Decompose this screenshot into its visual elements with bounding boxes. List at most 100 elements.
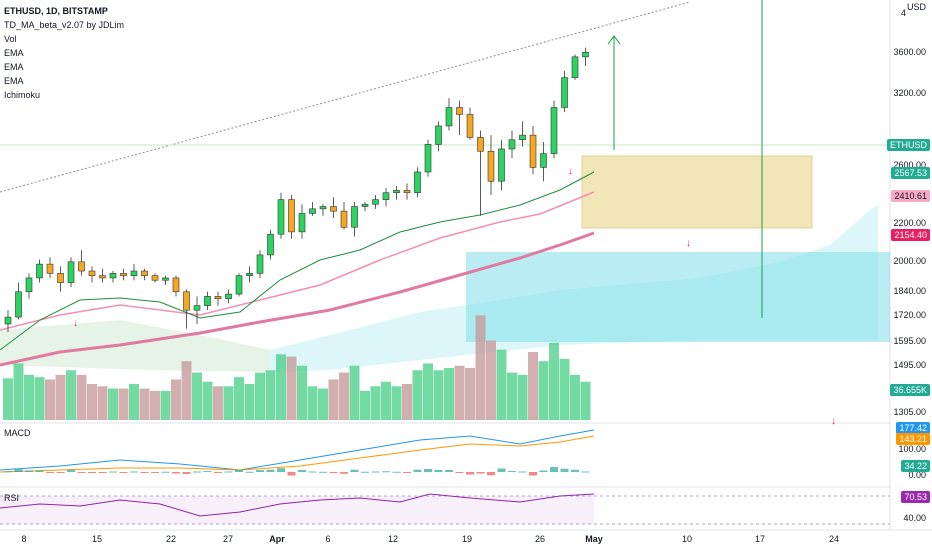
macd-hist-bar: [497, 468, 506, 472]
macd-hist-bar: [445, 470, 453, 472]
macd-hist-bar: [151, 472, 159, 473]
macd-hist-bar: [98, 472, 107, 473]
volume-bar: [538, 361, 549, 420]
volume-bar: [223, 386, 234, 420]
macd-hist-bar: [487, 472, 495, 476]
x-tick: 12: [387, 534, 399, 544]
ema-short-line: [0, 171, 595, 351]
candle: [172, 277, 180, 293]
macd-hist-bar: [581, 471, 590, 473]
rsi-label[interactable]: RSI: [4, 493, 20, 503]
macd-hist-bar: [56, 472, 65, 473]
candle: [435, 125, 442, 145]
candle: [456, 107, 463, 115]
volume-bar: [87, 384, 97, 420]
target-zone-lower: [466, 252, 890, 342]
candle: [193, 305, 201, 311]
macd-hist-bar: [529, 472, 537, 476]
volume-bar: [286, 356, 297, 420]
indicator-label[interactable]: TD_MA_beta_v2.07 by JDLim: [4, 20, 125, 30]
macd-hist-bar: [46, 472, 54, 473]
macd-hist-bar: [413, 469, 422, 472]
macd-hist-bar: [130, 471, 138, 473]
macd-line: [0, 429, 595, 471]
macd-hist-bar: [308, 471, 317, 473]
volume-bar: [444, 368, 454, 420]
volume-bar: [486, 340, 496, 420]
candle: [571, 56, 579, 78]
volume-bar: [454, 365, 465, 420]
candle: [67, 261, 75, 283]
candle: [225, 293, 232, 299]
candle: [99, 275, 106, 279]
rsi-badge: 70.53: [901, 491, 930, 503]
trend-line: [0, 1, 691, 193]
macd-hist-bar: [539, 470, 548, 472]
macd-hist-bar: [277, 468, 285, 472]
price-tick: 4: [900, 8, 906, 18]
volume-bar: [118, 388, 129, 420]
volume-bar: [549, 342, 559, 420]
indicator-label[interactable]: EMA: [4, 62, 24, 72]
candle: [36, 263, 43, 279]
candle: [372, 199, 379, 205]
volume-bar: [318, 388, 328, 420]
macd-hist-bar: [182, 472, 191, 474]
candle: [582, 51, 589, 58]
symbol-line[interactable]: ETHUSD, 1D, BITSTAMP: [4, 6, 108, 16]
candle: [267, 233, 274, 256]
volume-bar: [423, 363, 433, 420]
price-tick: 1840.00: [893, 286, 926, 296]
indicator-label[interactable]: Ichimoku: [4, 90, 41, 100]
price-tick: 3200.00: [893, 88, 926, 98]
price-tick: 1720.00: [893, 310, 926, 320]
macd-hist-bar: [382, 471, 390, 473]
macd-hist-bar: [466, 472, 474, 475]
price-tick: 1595.00: [893, 336, 926, 346]
candle: [298, 213, 306, 233]
x-tick: 26: [534, 534, 546, 544]
candle: [445, 107, 453, 127]
x-tick: 27: [222, 534, 234, 544]
volume-bar: [391, 386, 402, 420]
macd-hist-bar: [550, 467, 558, 472]
volume-bar: [139, 388, 150, 420]
volume-bar: [255, 372, 265, 420]
volume-bar: [108, 388, 118, 420]
macd-hist-bar: [319, 471, 327, 473]
volume-bar: [517, 374, 528, 420]
candle: [351, 206, 358, 228]
macd-hist-bar: [67, 469, 75, 472]
candle: [288, 199, 295, 233]
macd-hist-bar: [203, 471, 212, 472]
candle: [151, 275, 159, 281]
macd-hist-bar: [77, 472, 86, 473]
candle: [120, 273, 127, 276]
macd-hist-bar: [403, 472, 411, 473]
indicator-label[interactable]: EMA: [4, 48, 24, 58]
candle: [46, 263, 54, 274]
down-arrow-mark-2: ↓: [831, 416, 836, 427]
volume-bar: [265, 370, 276, 420]
macd-hist-bar: [245, 471, 254, 473]
volume-bar: [55, 374, 66, 420]
candle: [330, 206, 337, 212]
volume-bar: [66, 370, 76, 420]
price-tick: 2200.00: [893, 218, 926, 228]
price-badge-ema-mid: 2410.61: [891, 190, 930, 202]
indicator-label[interactable]: EMA: [4, 76, 24, 86]
volume-bar: [402, 384, 412, 420]
indicator-label[interactable]: Vol: [4, 34, 17, 44]
macd-hist-bar: [434, 470, 443, 472]
macd-hist-bar: [256, 470, 264, 472]
volume-bar: [150, 390, 160, 420]
macd-hist-bar: [109, 471, 117, 473]
macd-label[interactable]: MACD: [4, 428, 31, 438]
macd-tick: 100.00: [898, 444, 926, 454]
volume-bar: [496, 349, 507, 420]
macd-hist-bar: [88, 472, 96, 473]
macd-hist-bar: [350, 469, 359, 472]
volume-bar: [13, 363, 24, 420]
